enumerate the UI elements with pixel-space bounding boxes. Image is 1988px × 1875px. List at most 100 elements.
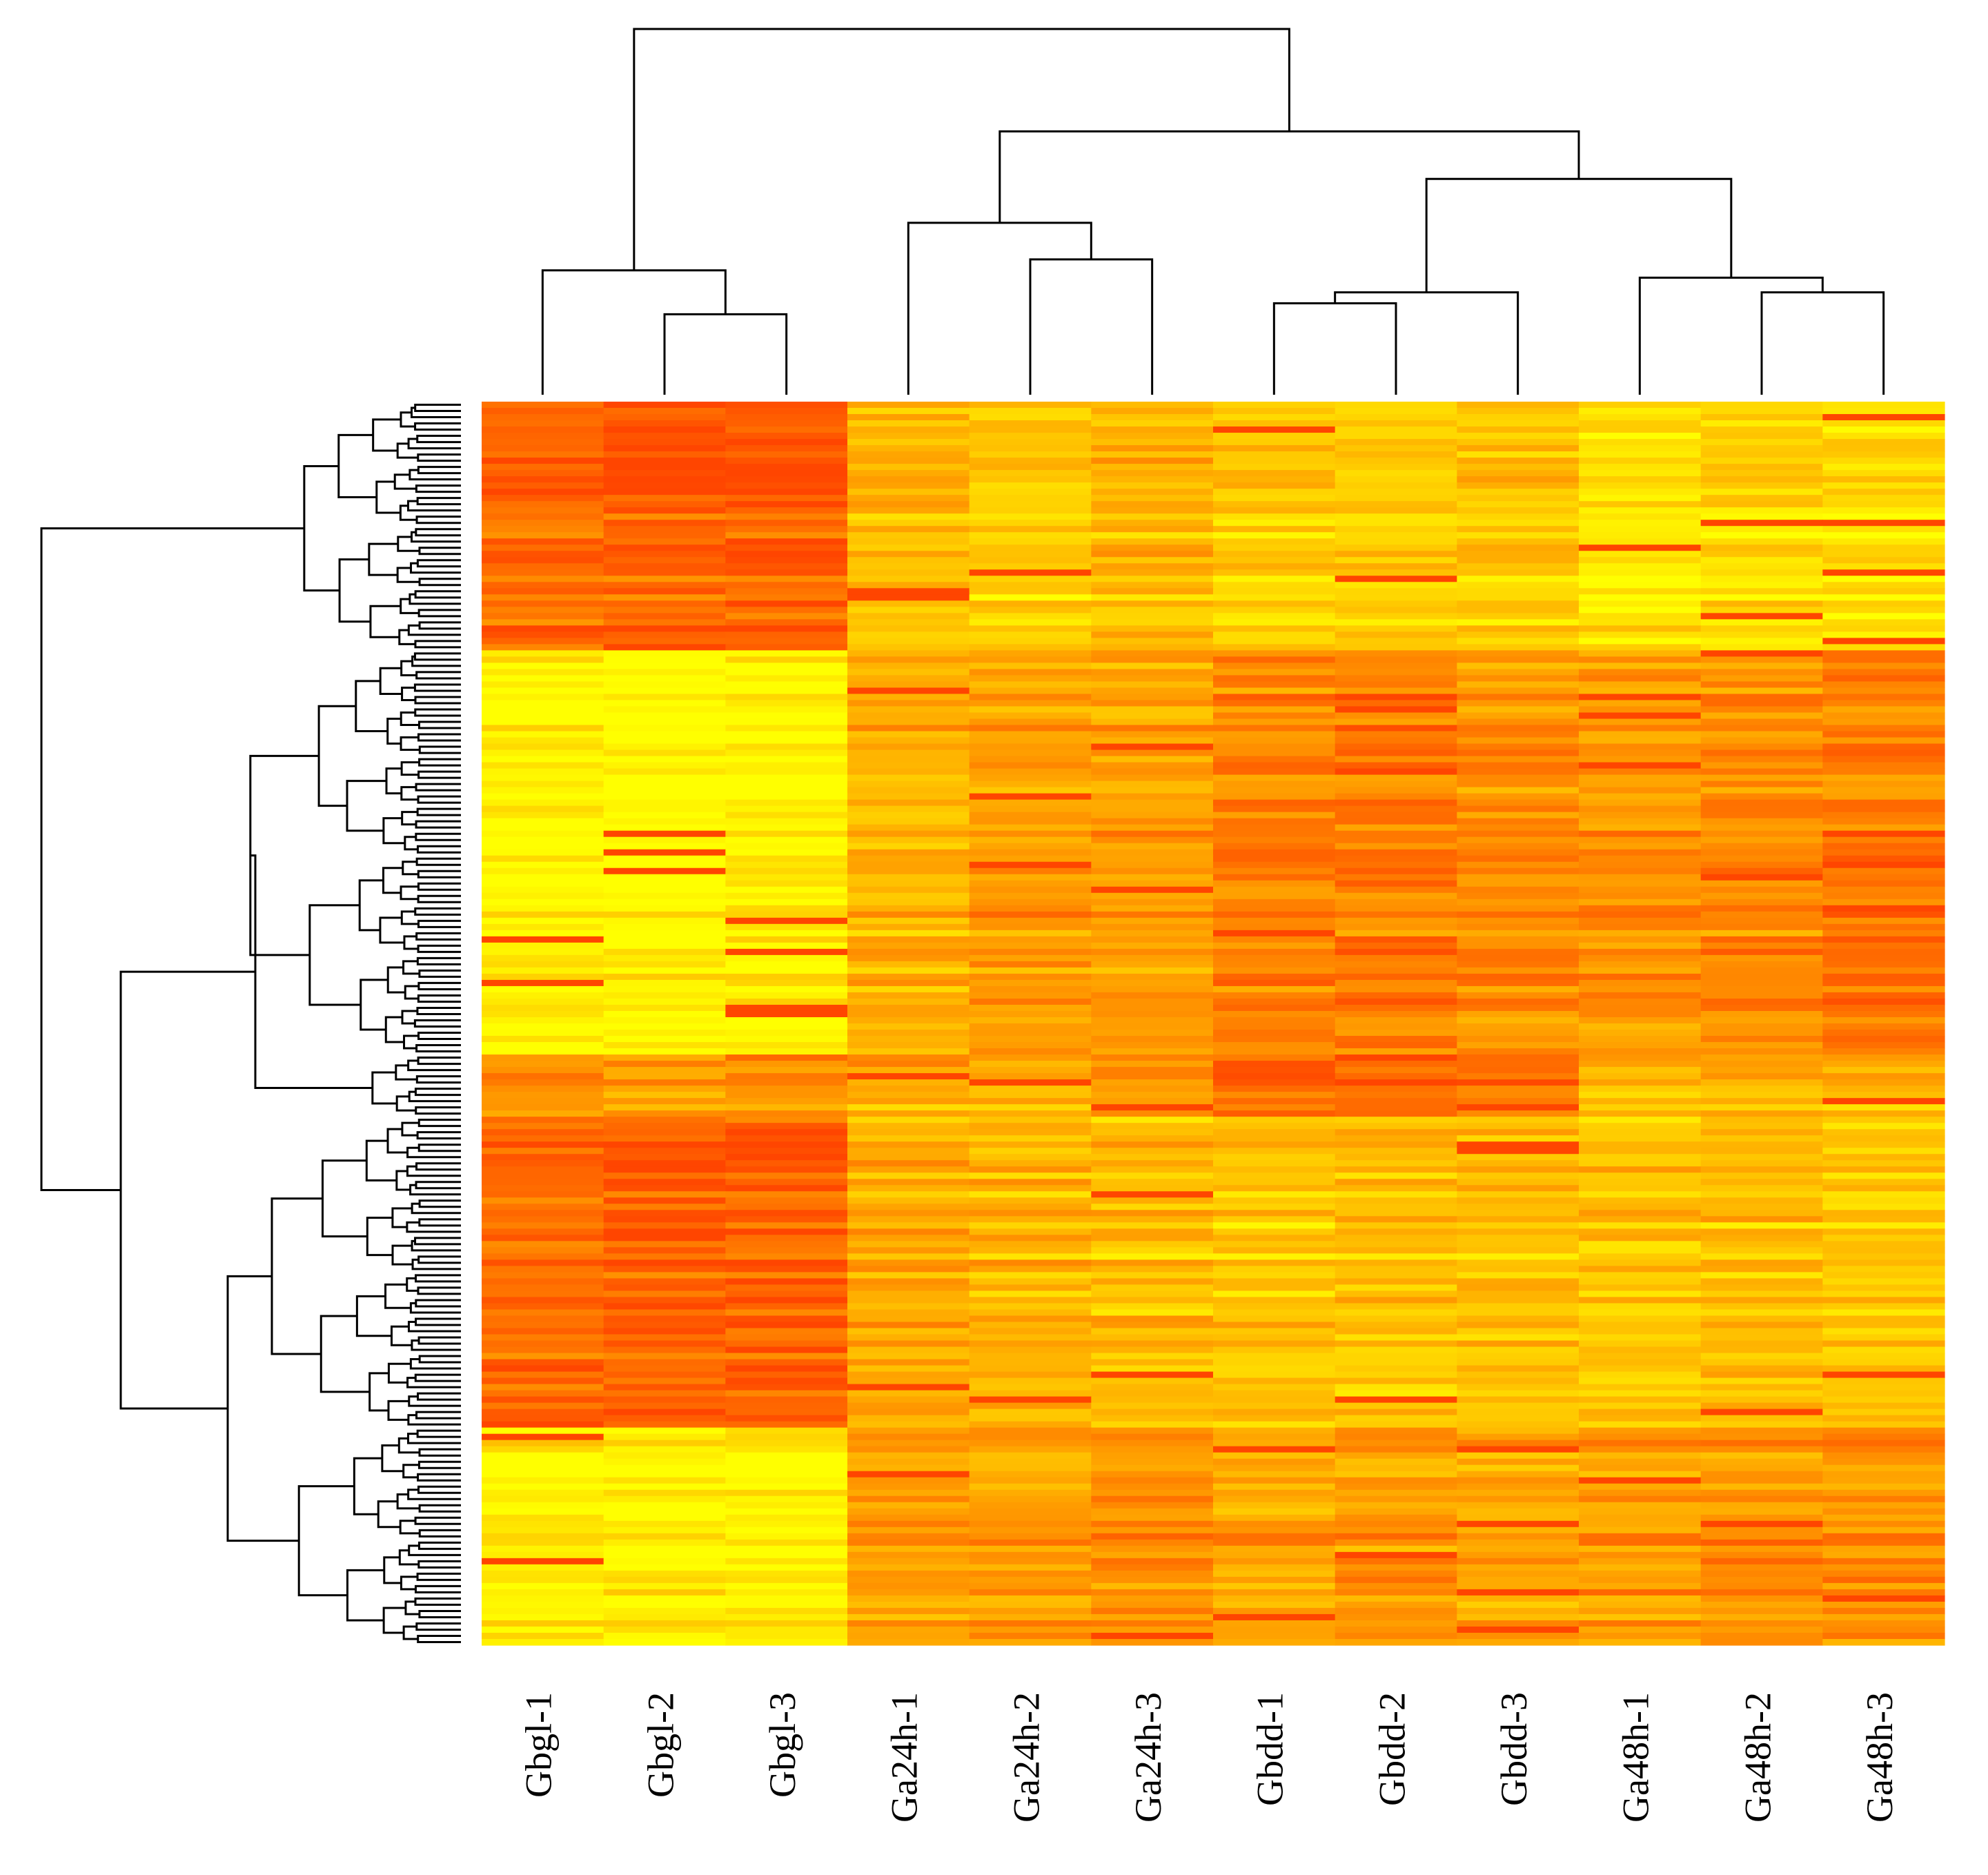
heatmap-cell [1822, 681, 1945, 689]
heatmap-cell [1213, 718, 1336, 726]
heatmap-cell [603, 1266, 726, 1273]
heatmap-cell [847, 1595, 970, 1602]
heatmap-cell [603, 1427, 726, 1435]
heatmap-cell [725, 1210, 848, 1217]
heatmap-cell [603, 1502, 726, 1509]
heatmap-cell [1091, 774, 1214, 782]
heatmap-cell [847, 489, 970, 495]
heatmap-cell [1457, 818, 1579, 825]
heatmap-cell [847, 1042, 970, 1049]
heatmap-cell [1091, 1433, 1214, 1441]
heatmap-cell [603, 992, 726, 999]
heatmap-cell [969, 1620, 1092, 1627]
heatmap-cell [482, 1010, 604, 1018]
heatmap-cell [603, 886, 726, 894]
heatmap-cell [1822, 793, 1945, 801]
heatmap-cell [1213, 1036, 1336, 1043]
heatmap-cell [1822, 905, 1945, 912]
heatmap-cell [969, 985, 1092, 993]
heatmap-cell [1457, 1533, 1579, 1540]
heatmap-cell [1335, 1054, 1457, 1061]
heatmap-cell [1335, 1303, 1457, 1310]
heatmap-cell [1822, 513, 1945, 520]
heatmap-cell [1091, 464, 1214, 471]
heatmap-cell [847, 1452, 970, 1460]
heatmap-cell [1213, 992, 1336, 999]
heatmap-cell [1579, 563, 1702, 570]
heatmap-cell [847, 1570, 970, 1578]
heatmap-cell [1335, 985, 1457, 993]
heatmap-cell [1213, 1141, 1336, 1148]
heatmap-cell [847, 830, 970, 838]
heatmap-cell [1091, 1160, 1214, 1167]
heatmap-cell [725, 1595, 848, 1602]
heatmap-cell [1700, 1197, 1823, 1204]
heatmap-cell [969, 501, 1092, 508]
heatmap-cell [1091, 1477, 1214, 1484]
heatmap-cell [1213, 470, 1336, 477]
heatmap-cell [969, 973, 1092, 981]
heatmap-cell [1579, 1359, 1702, 1366]
heatmap-cell [1457, 1210, 1579, 1217]
heatmap-cell [847, 1110, 970, 1117]
heatmap-cell [1335, 979, 1457, 987]
heatmap-cell [1700, 1328, 1823, 1335]
heatmap-cell [1822, 1272, 1945, 1279]
heatmap-cell [1822, 737, 1945, 745]
heatmap-cell [1822, 1396, 1945, 1404]
heatmap-cell [969, 1048, 1092, 1055]
heatmap-cell [1579, 594, 1702, 601]
heatmap-cell [1213, 1004, 1336, 1012]
heatmap-cell [1213, 1048, 1336, 1055]
heatmap-cell [1700, 1017, 1823, 1024]
heatmap-cell [1700, 774, 1823, 782]
heatmap-cell [969, 1266, 1092, 1273]
heatmap-cell [1213, 1353, 1336, 1360]
heatmap-cell [1579, 1309, 1702, 1317]
heatmap-cell [1579, 1551, 1702, 1559]
heatmap-cell [1457, 1185, 1579, 1192]
heatmap-cell [847, 774, 970, 782]
heatmap-cell [1335, 793, 1457, 801]
heatmap-cell [725, 1632, 848, 1640]
heatmap-cell [969, 656, 1092, 664]
heatmap-cell [847, 799, 970, 807]
heatmap-cell [969, 1148, 1092, 1155]
heatmap-cell [1822, 967, 1945, 974]
column-label: Gbdd-3 [1493, 1692, 1535, 1806]
heatmap-cell [1091, 1098, 1214, 1105]
heatmap-cell [1091, 675, 1214, 683]
row-dendrogram-branch [390, 1325, 412, 1346]
heatmap-cell [1822, 1191, 1945, 1198]
heatmap-cell [1213, 1290, 1336, 1298]
heatmap-cell [725, 917, 848, 925]
heatmap-cell [482, 1359, 604, 1366]
heatmap-cell [603, 1396, 726, 1404]
heatmap-cell [1091, 1309, 1214, 1317]
heatmap-cell [1091, 1353, 1214, 1360]
heatmap-cell [1213, 737, 1336, 745]
heatmap-cell [603, 1489, 726, 1497]
heatmap-cell [725, 489, 848, 495]
heatmap-cell [603, 669, 726, 676]
heatmap-cell [969, 1160, 1092, 1167]
heatmap-cell [1091, 650, 1214, 658]
heatmap-cell [1091, 1452, 1214, 1460]
heatmap-cell [1579, 861, 1702, 869]
heatmap-cell [1822, 675, 1945, 683]
heatmap-cell [1213, 650, 1336, 658]
heatmap-cell [1213, 1179, 1336, 1186]
column-label: Gbgl-1 [518, 1692, 560, 1798]
heatmap-cell [603, 582, 726, 589]
heatmap-cell [969, 1533, 1092, 1540]
heatmap-cell [847, 638, 970, 645]
heatmap-cell [1091, 1259, 1214, 1266]
heatmap-cell [1213, 694, 1336, 701]
heatmap-cell [1579, 1067, 1702, 1074]
row-dendrogram-branch [416, 559, 461, 568]
heatmap-cell [1335, 1135, 1457, 1142]
row-dendrogram-branch [383, 1556, 402, 1584]
heatmap-cell [1213, 812, 1336, 819]
heatmap-cell [1213, 1241, 1336, 1248]
heatmap-cell [1213, 1086, 1336, 1092]
